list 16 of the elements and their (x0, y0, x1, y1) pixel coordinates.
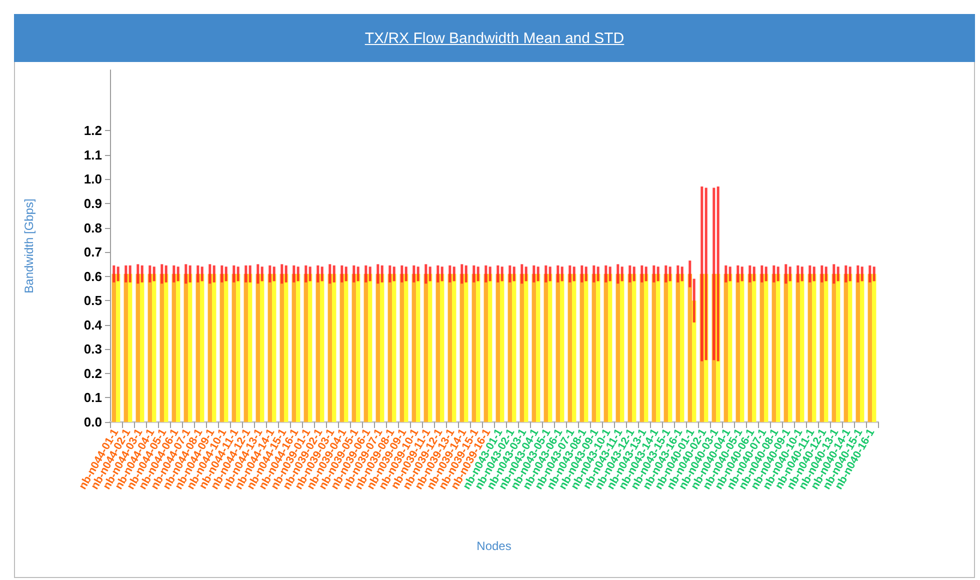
y-tick-label: 0.1 (84, 390, 102, 406)
y-tick-label: 0.4 (84, 317, 103, 332)
y-tick-label: 1.0 (84, 172, 102, 187)
y-axis-title: Bandwidth [Gbps] (22, 198, 36, 294)
y-tick-label: 1.2 (84, 123, 102, 138)
y-tick-label: 0.9 (84, 196, 102, 212)
y-tick-label: 0.6 (84, 268, 102, 284)
y-tick-label: 0.2 (84, 366, 102, 381)
y-tick-label: 0.3 (84, 342, 102, 357)
y-tick-label: 1.1 (84, 147, 102, 162)
y-tick-label: 0.7 (84, 244, 102, 260)
y-tick-label: 0.0 (84, 414, 102, 430)
x-axis-title: Nodes (476, 539, 512, 553)
chart-title: TX/RX Flow Bandwidth Mean and STD (364, 30, 624, 46)
y-tick-label: 0.5 (84, 293, 102, 308)
y-tick-label: 0.8 (84, 220, 102, 236)
